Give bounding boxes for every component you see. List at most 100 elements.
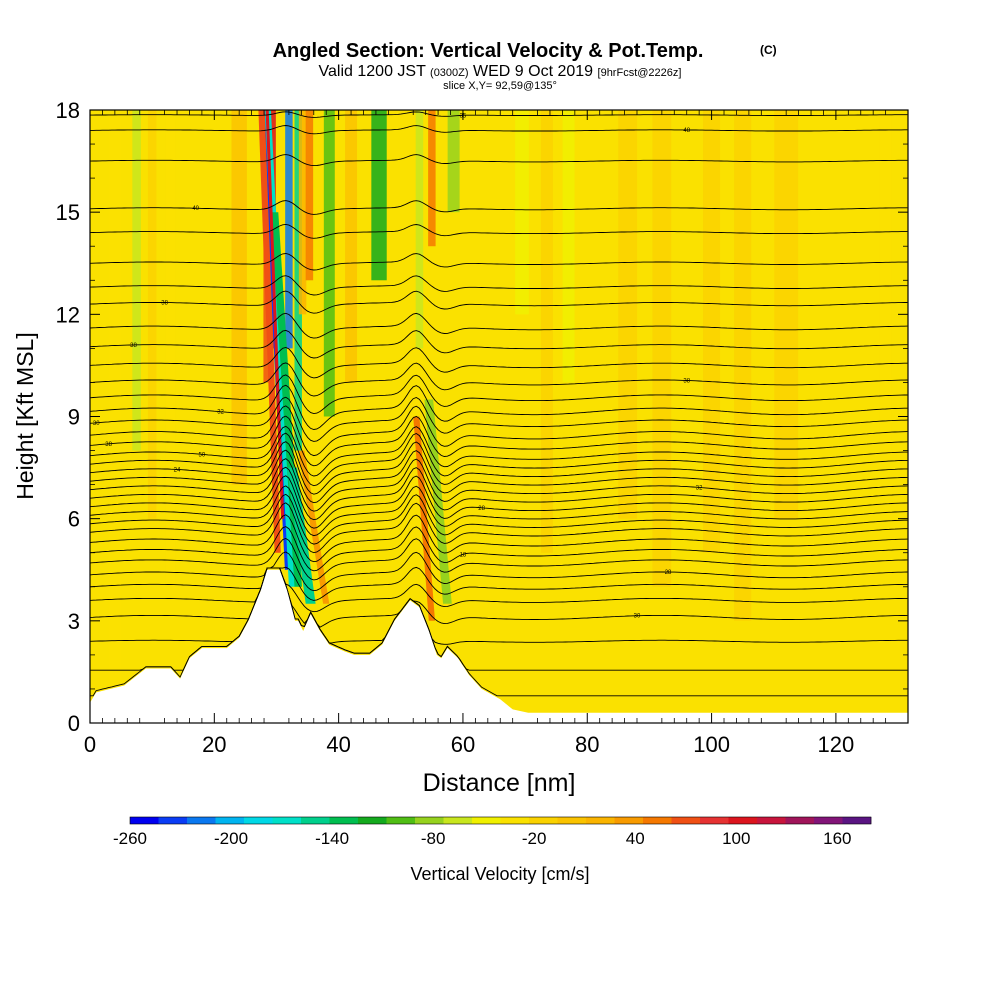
isentrope-line bbox=[90, 253, 908, 271]
isentrope-line bbox=[90, 458, 908, 512]
velocity-column bbox=[323, 110, 335, 417]
velocity-column bbox=[305, 110, 314, 281]
x-tick-label: 100 bbox=[693, 732, 730, 757]
isentrope-label: 38 bbox=[161, 301, 168, 307]
colorbar-swatch bbox=[472, 817, 501, 824]
velocity-column bbox=[147, 110, 157, 519]
velocity-columns bbox=[108, 110, 892, 723]
velocity-column bbox=[371, 110, 387, 281]
colorbar-swatch bbox=[757, 817, 786, 824]
slice-label: slice X,Y= 92,59@135° bbox=[443, 80, 557, 92]
colorbar-swatch bbox=[301, 817, 330, 824]
colorbar-swatch bbox=[529, 817, 558, 824]
colorbar-swatch bbox=[215, 817, 245, 824]
colorbar-swatch bbox=[329, 817, 359, 824]
colorbar-swatch bbox=[643, 817, 672, 824]
isentrope-line bbox=[90, 275, 908, 296]
velocity-column bbox=[703, 110, 721, 553]
isentrope-line bbox=[90, 441, 908, 495]
y-tick-label: 15 bbox=[56, 200, 80, 225]
isentrope-line bbox=[90, 567, 908, 645]
x-tick-label: 40 bbox=[326, 732, 350, 757]
isentrope-line bbox=[90, 475, 908, 529]
isentrope-label: 28 bbox=[665, 570, 672, 576]
colorbar-tick-label: -200 bbox=[214, 829, 248, 848]
velocity-column bbox=[515, 110, 529, 315]
isentrope-label: 30 bbox=[634, 614, 641, 620]
y-axis-label: Height [Kft MSL] bbox=[12, 332, 38, 499]
colorbar-swatch bbox=[272, 817, 302, 824]
velocity-plume bbox=[265, 110, 285, 519]
colorbar-tick-label: 100 bbox=[722, 829, 750, 848]
isentrope-label: 40 bbox=[192, 206, 199, 212]
isentrope-label: 18 bbox=[460, 552, 467, 558]
colorbar-swatch bbox=[386, 817, 416, 824]
x-tick-label: 0 bbox=[84, 732, 96, 757]
isentrope-line bbox=[90, 405, 908, 457]
isentrope-line bbox=[90, 329, 908, 359]
isentrope-line bbox=[90, 111, 908, 118]
subtitle-valid-time: Valid 1200 JST bbox=[319, 63, 427, 80]
isentrope-line bbox=[90, 466, 908, 521]
colorbar-swatch bbox=[842, 817, 872, 824]
colorbar-swatch bbox=[614, 817, 644, 824]
y-tick-label: 3 bbox=[68, 609, 80, 634]
x-axis-label: Distance [nm] bbox=[423, 769, 576, 797]
isentrope-line bbox=[90, 425, 908, 477]
velocity-column bbox=[285, 110, 293, 349]
isentrope-line bbox=[90, 502, 908, 554]
y-tick-label: 0 bbox=[68, 711, 80, 736]
colorbar-tick-label: -140 bbox=[315, 829, 349, 848]
colorbar-tick-label: 40 bbox=[626, 829, 645, 848]
velocity-column bbox=[540, 110, 553, 553]
velocity-plume bbox=[298, 450, 330, 604]
colorbar-swatch bbox=[557, 817, 587, 824]
isentrope-line bbox=[90, 374, 908, 415]
colorbar-label: Vertical Velocity [cm/s] bbox=[410, 864, 589, 884]
colorbar-tick-label: -20 bbox=[522, 829, 547, 848]
colorbar-swatch bbox=[130, 817, 159, 824]
isentrope-label: 28 bbox=[478, 506, 485, 512]
colorbar-frame bbox=[129, 816, 872, 825]
isentrope-line bbox=[90, 449, 908, 504]
velocity-column bbox=[294, 110, 302, 451]
title-mark: (C) bbox=[760, 43, 777, 57]
isentrope-line bbox=[90, 347, 908, 379]
isentrope-line bbox=[90, 384, 908, 430]
isentrope-label: 38 bbox=[683, 378, 690, 384]
colorbar-swatch bbox=[244, 817, 273, 824]
isentrope-line bbox=[90, 200, 908, 215]
isentrope-line bbox=[90, 567, 908, 628]
colorbar-swatch bbox=[728, 817, 758, 824]
velocity-column bbox=[652, 110, 672, 587]
isentrope-line bbox=[90, 551, 908, 592]
isentrope-line bbox=[90, 493, 908, 545]
y-tick-label: 6 bbox=[68, 507, 80, 532]
subtitle-forecast: [9hrFcst@2226z] bbox=[598, 67, 682, 79]
isentrope-line bbox=[90, 154, 908, 167]
isentrope-labels: 30281828322450383032383838404835 bbox=[93, 113, 703, 619]
chart-subtitle: Valid 1200 JST (0300Z) WED 9 Oct 2019 [9… bbox=[319, 63, 682, 80]
colorbar-swatch bbox=[814, 817, 843, 824]
x-tick-label: 80 bbox=[575, 732, 599, 757]
isentrope-label: 32 bbox=[217, 410, 224, 416]
isentrope-line bbox=[90, 223, 908, 239]
isentrope-label: 38 bbox=[130, 343, 137, 349]
colorbar-tick-labels: -260 -200 -140 -80 -20 40 100 160 bbox=[113, 829, 852, 848]
velocity-column bbox=[428, 110, 436, 247]
isentrope-label: 24 bbox=[174, 467, 181, 473]
velocity-plume bbox=[258, 110, 281, 553]
colorbar-tick-label: 160 bbox=[823, 829, 851, 848]
isentrope-line bbox=[90, 566, 908, 601]
velocity-column bbox=[562, 110, 575, 383]
velocity-column bbox=[774, 110, 799, 519]
colorbar-swatch bbox=[671, 817, 701, 824]
x-tick-label: 120 bbox=[818, 732, 855, 757]
x-tick-label: 60 bbox=[451, 732, 475, 757]
isentrope-line bbox=[90, 312, 908, 339]
isentrope-line bbox=[90, 485, 908, 537]
y-tick-label: 18 bbox=[56, 98, 80, 123]
isentrope-line bbox=[90, 526, 908, 572]
x-tick-label: 20 bbox=[202, 732, 226, 757]
